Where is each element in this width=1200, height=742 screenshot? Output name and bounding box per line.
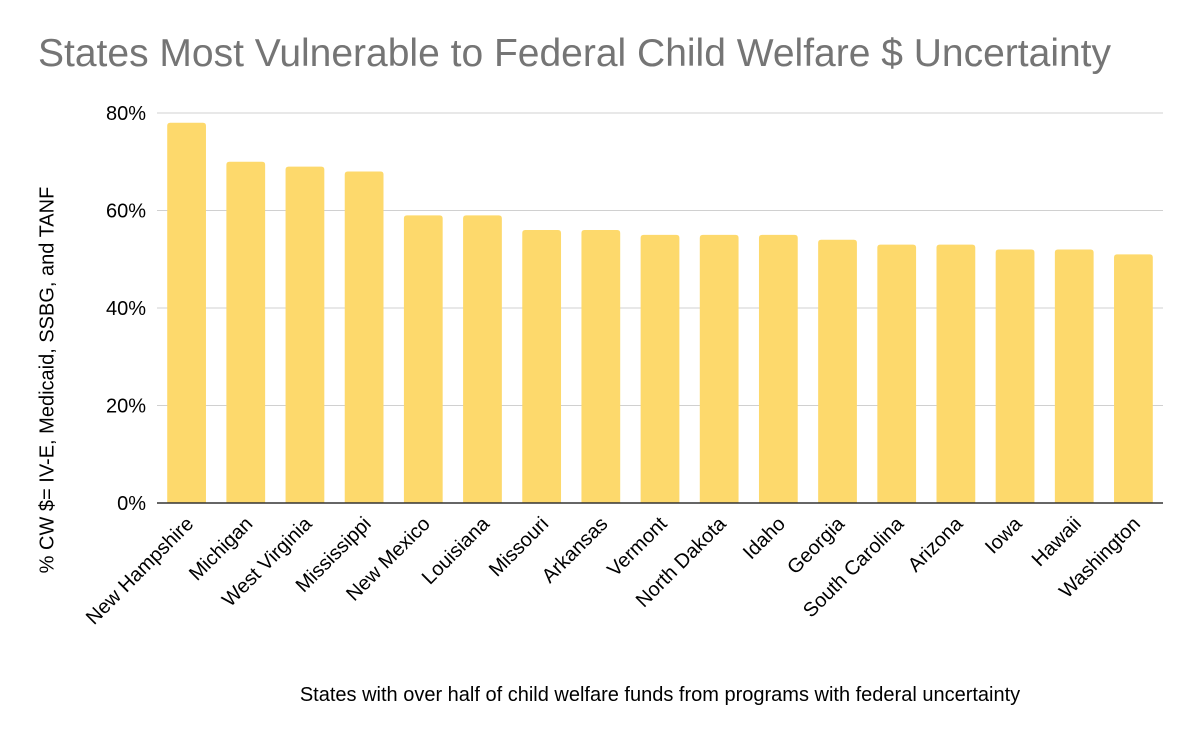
bar-north-dakota — [699, 234, 739, 503]
bar-missouri — [522, 230, 562, 503]
bar-west-virginia — [285, 166, 325, 503]
x-tick-label: New Hampshire — [82, 513, 198, 629]
y-tick-label: 0% — [117, 493, 146, 515]
x-tick-label: Idaho — [739, 513, 790, 564]
x-tick-label: Hawaii — [1028, 513, 1086, 571]
bar-louisiana — [463, 215, 502, 503]
y-tick-labels: 0% 20% 40% 60% 80% — [106, 103, 146, 515]
x-tick-label: Arkansas — [538, 513, 613, 588]
bar-arkansas — [581, 230, 621, 503]
x-tick-label: Iowa — [981, 512, 1027, 558]
bar-vermont — [640, 234, 680, 503]
y-tick-label: 60% — [106, 201, 146, 223]
x-tick-label: South Carolina — [799, 512, 909, 622]
bar-georgia — [818, 239, 857, 503]
bar-hawaii — [1054, 249, 1094, 503]
x-axis-title: States with over half of child welfare f… — [299, 684, 1021, 706]
bar-south-carolina — [877, 244, 917, 503]
bar-iowa — [995, 249, 1035, 503]
bar-idaho — [758, 234, 798, 503]
x-tick-label: Arizona — [904, 512, 968, 576]
bar-michigan — [226, 161, 266, 503]
y-tick-label: 40% — [106, 298, 146, 320]
chart-title: States Most Vulnerable to Federal Child … — [38, 32, 1112, 75]
y-axis-title: % CW $= IV-E, Medicaid, SSBG, and TANF — [36, 186, 59, 574]
bar-washington — [1114, 254, 1153, 503]
bar-mississippi — [344, 171, 384, 503]
bar-new-mexico — [403, 215, 443, 503]
bar-new-hampshire — [167, 122, 206, 503]
y-tick-label: 80% — [106, 103, 146, 125]
bars — [167, 122, 1153, 503]
bar-arizona — [936, 244, 976, 503]
y-tick-label: 20% — [106, 396, 146, 418]
